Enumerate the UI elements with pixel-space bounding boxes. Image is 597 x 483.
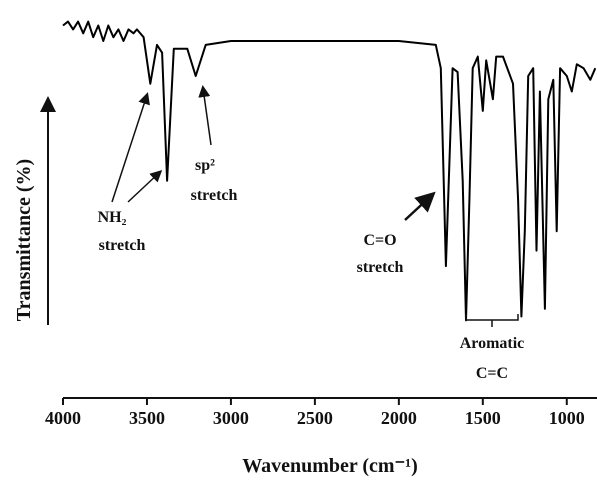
x-tick-label: 2000 — [381, 408, 417, 428]
x-tick-label: 4000 — [45, 408, 81, 428]
x-tick-label: 1500 — [465, 408, 501, 428]
annotation: sp² — [195, 157, 215, 174]
annotation: Aromatic — [460, 335, 525, 352]
y-axis-label: Transmittance (%) — [13, 159, 35, 321]
annotation-arrow — [404, 191, 436, 221]
annotation: stretch — [99, 237, 146, 254]
x-tick-label: 1000 — [549, 408, 585, 428]
annotation-arrow — [127, 169, 163, 203]
annotation: C=C — [476, 365, 508, 382]
annotation: stretch — [357, 259, 404, 276]
bracket — [465, 314, 519, 327]
x-tick-label: 3500 — [129, 408, 165, 428]
annotation-arrow — [111, 92, 150, 203]
annotation: C=O — [363, 232, 396, 249]
annotation: NH₂ — [98, 209, 127, 226]
spectrum-line — [62, 20, 597, 322]
annotation: stretch — [191, 187, 238, 204]
x-axis-label: Wavenumber (cm⁻¹) — [242, 455, 418, 477]
annotation-arrow — [198, 85, 212, 146]
plot-area — [62, 20, 597, 322]
x-tick-label: 2500 — [297, 408, 333, 428]
x-tick-label: 3000 — [213, 408, 249, 428]
